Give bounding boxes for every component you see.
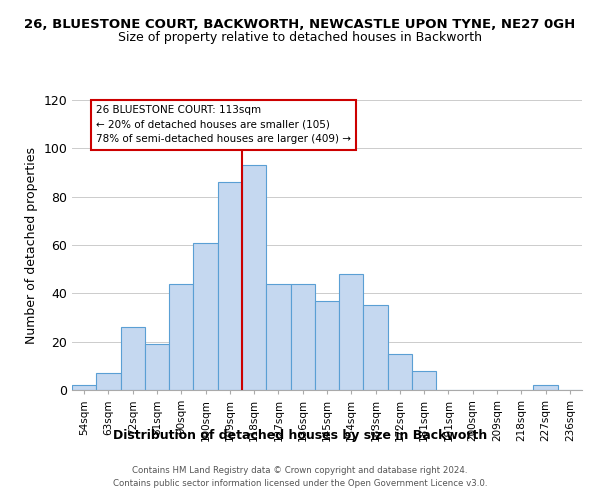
Bar (339, 274, 364, 390)
Bar (193, 242, 218, 390)
Bar (290, 284, 315, 390)
Bar (145, 344, 169, 390)
Text: Contains HM Land Registry data © Crown copyright and database right 2024.
Contai: Contains HM Land Registry data © Crown c… (113, 466, 487, 487)
Bar (364, 306, 388, 390)
Bar (412, 370, 436, 390)
Text: 26, BLUESTONE COURT, BACKWORTH, NEWCASTLE UPON TYNE, NE27 0GH: 26, BLUESTONE COURT, BACKWORTH, NEWCASTL… (25, 18, 575, 30)
Bar (218, 182, 242, 390)
Bar (121, 327, 145, 390)
Bar (388, 354, 412, 390)
Bar (266, 284, 290, 390)
Bar (315, 300, 339, 390)
Bar (96, 373, 121, 390)
Text: Distribution of detached houses by size in Backworth: Distribution of detached houses by size … (113, 428, 487, 442)
Bar (72, 385, 96, 390)
Text: Size of property relative to detached houses in Backworth: Size of property relative to detached ho… (118, 31, 482, 44)
Y-axis label: Number of detached properties: Number of detached properties (25, 146, 38, 344)
Bar (169, 284, 193, 390)
Bar (242, 166, 266, 390)
Text: 26 BLUESTONE COURT: 113sqm
← 20% of detached houses are smaller (105)
78% of sem: 26 BLUESTONE COURT: 113sqm ← 20% of deta… (96, 105, 351, 144)
Bar (533, 385, 558, 390)
